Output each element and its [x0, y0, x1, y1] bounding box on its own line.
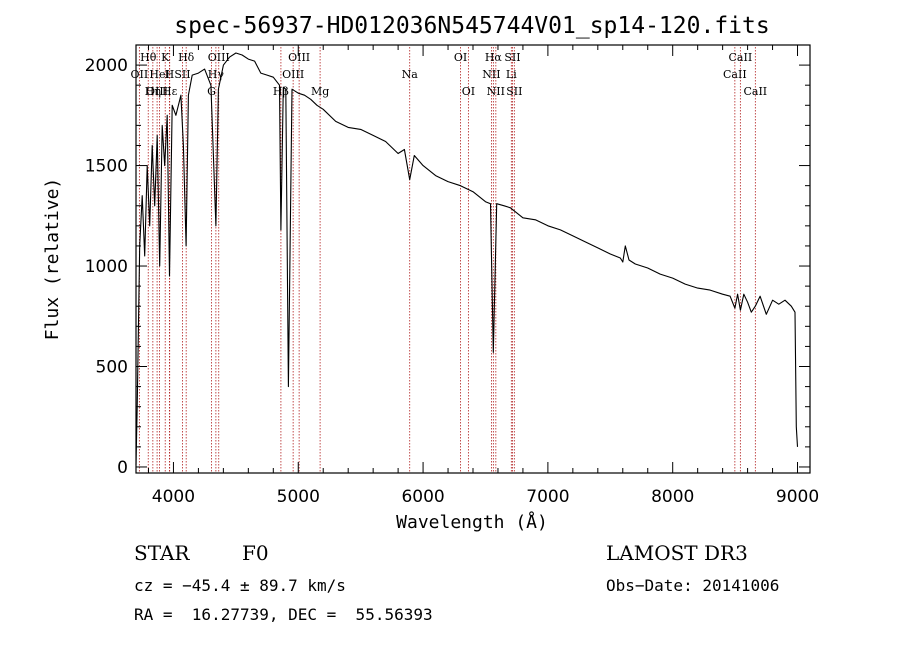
line-label: CaII: [723, 68, 747, 81]
line-label: Mg: [311, 85, 329, 98]
y-tick-label: 1500: [85, 157, 128, 177]
line-label: OII: [131, 68, 149, 81]
survey-name: LAMOST DR3: [606, 541, 748, 565]
line-label: Li: [506, 68, 517, 81]
y-axis-ticks: 0 500 1000 1500 2000: [85, 44, 810, 478]
x-tick-label: 8000: [651, 487, 694, 507]
line-label: Hθ: [140, 51, 157, 64]
line-label: SII: [506, 85, 522, 98]
line-label: Hε: [162, 85, 178, 98]
line-label: SII: [504, 51, 520, 64]
coordinates: RA = 16.27739, DEC = 55.56393: [134, 605, 433, 624]
y-tick-label: 2000: [85, 56, 128, 76]
line-label: Hη: [145, 85, 161, 98]
chart-title: spec-56937-HD012036N545744V01_sp14-120.f…: [174, 13, 769, 39]
line-label: OIII: [282, 68, 304, 81]
x-tick-label: 7000: [526, 487, 569, 507]
flux-series-line: [135, 52, 799, 466]
line-label: Na: [402, 68, 419, 81]
line-label: CaII: [743, 85, 767, 98]
y-tick-label: 500: [96, 358, 128, 378]
line-label: NII: [487, 85, 505, 98]
emission-line-labels: HθOIIOIIIKHeIHηHδHHεSIIOIIIHγGOIIIOIIIHβ…: [131, 51, 768, 98]
line-label: SII: [174, 68, 190, 81]
x-tick-label: 6000: [401, 487, 444, 507]
line-label: K: [161, 51, 170, 64]
line-label: H: [165, 68, 175, 81]
y-tick-label: 0: [117, 458, 128, 478]
line-label: Hβ: [273, 85, 289, 98]
x-axis-label: Wavelength (Å): [396, 511, 548, 533]
object-subclass: F0: [242, 541, 269, 565]
x-axis-ticks: 4000 5000 6000 7000 8000 9000: [147, 45, 819, 507]
redshift-cz: cz = −45.4 ± 89.7 km/s: [134, 576, 346, 595]
line-label: OIII: [146, 85, 168, 98]
emission-line-markers: [138, 47, 756, 473]
x-tick-label: 4000: [152, 487, 195, 507]
y-axis-label: Flux (relative): [42, 178, 63, 341]
observation-date: Obs−Date: 20141006: [606, 576, 779, 595]
x-tick-label: 5000: [277, 487, 320, 507]
object-class: STAR: [134, 541, 190, 565]
line-label: OI: [454, 51, 467, 64]
line-label: OIII: [208, 51, 230, 64]
x-tick-label: 9000: [776, 487, 819, 507]
line-label: Hα: [485, 51, 503, 64]
plot-frame: [135, 44, 811, 474]
line-label: OI: [462, 85, 475, 98]
line-label: CaII: [729, 51, 753, 64]
line-label: NII: [482, 68, 500, 81]
line-label: OIII: [288, 51, 310, 64]
line-label: Hδ: [178, 51, 195, 64]
y-tick-label: 1000: [85, 257, 128, 277]
line-label: HeI: [149, 68, 169, 81]
